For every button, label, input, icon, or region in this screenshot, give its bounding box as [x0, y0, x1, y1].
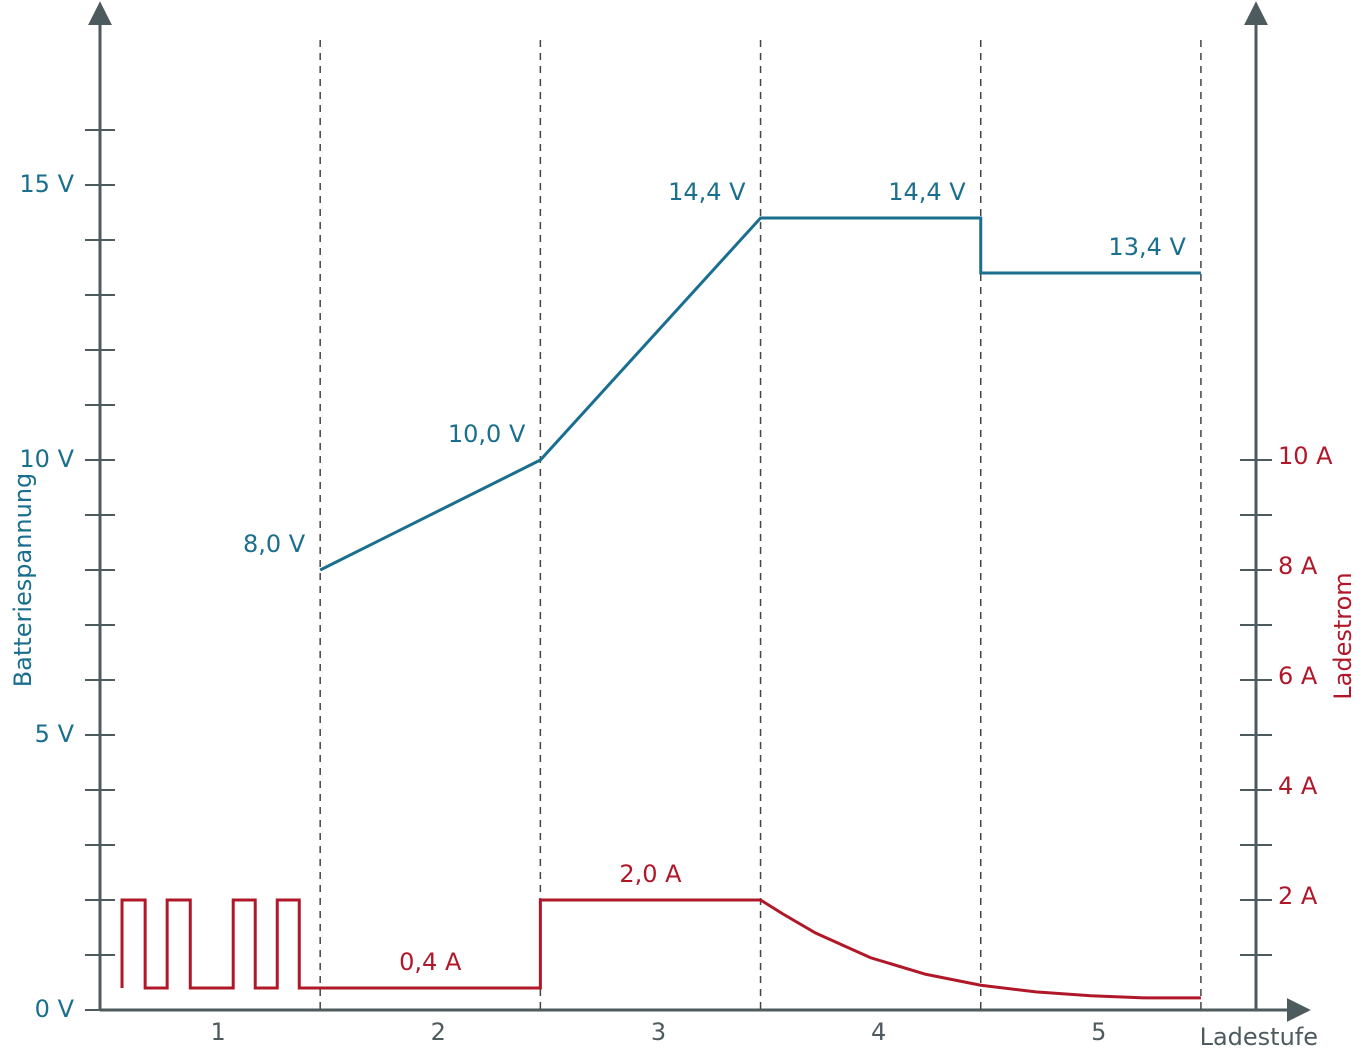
value-label: 14,4 V: [888, 178, 966, 206]
value-label: 8,0 V: [243, 530, 306, 558]
series-line: [319, 216, 1201, 572]
value-label: 13,4 V: [1108, 233, 1186, 261]
x-tick-label: 2: [431, 1018, 446, 1046]
y2-tick-label: 4 A: [1278, 772, 1318, 800]
x-axis-label: Ladestufe: [1200, 1023, 1318, 1051]
x-tick-label: 5: [1091, 1018, 1106, 1046]
value-label: 0,4 A: [399, 948, 462, 976]
y-tick-label: 10 V: [19, 445, 74, 473]
x-tick-label: 3: [651, 1018, 666, 1046]
series-line: [120, 898, 1201, 1000]
y-tick-label: 0 V: [35, 995, 75, 1023]
y2-tick-label: 8 A: [1278, 552, 1318, 580]
x-tick-label: 4: [871, 1018, 886, 1046]
y-tick-label: 5 V: [35, 720, 75, 748]
value-label: 2,0 A: [619, 860, 682, 888]
y2-tick-label: 6 A: [1278, 662, 1318, 690]
value-label: 14,4 V: [668, 178, 746, 206]
value-label: 10,0 V: [448, 420, 526, 448]
y2-tick-label: 10 A: [1278, 442, 1333, 470]
x-tick-label: 1: [210, 1018, 225, 1046]
y-tick-label: 15 V: [19, 170, 74, 198]
y-axis-label: Batteriespannung: [9, 473, 37, 688]
y2-tick-label: 2 A: [1278, 882, 1318, 910]
y2-axis-label: Ladestrom: [1329, 572, 1357, 699]
